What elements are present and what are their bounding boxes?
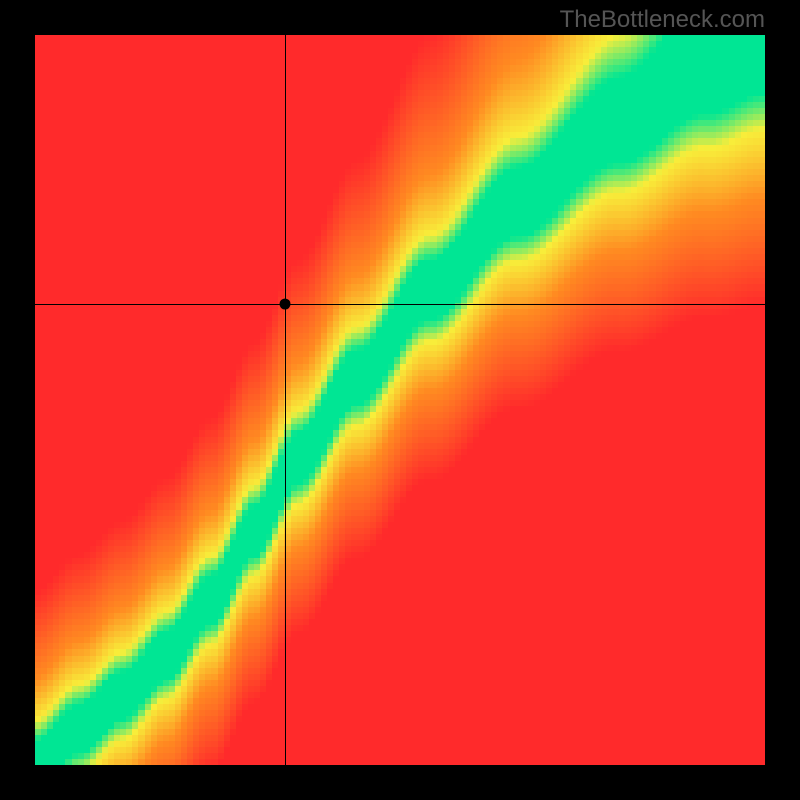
chart-frame: { "chart": { "type": "heatmap", "canvas"… bbox=[0, 0, 800, 800]
watermark-text: TheBottleneck.com bbox=[560, 6, 765, 34]
bottleneck-heatmap bbox=[0, 0, 800, 800]
